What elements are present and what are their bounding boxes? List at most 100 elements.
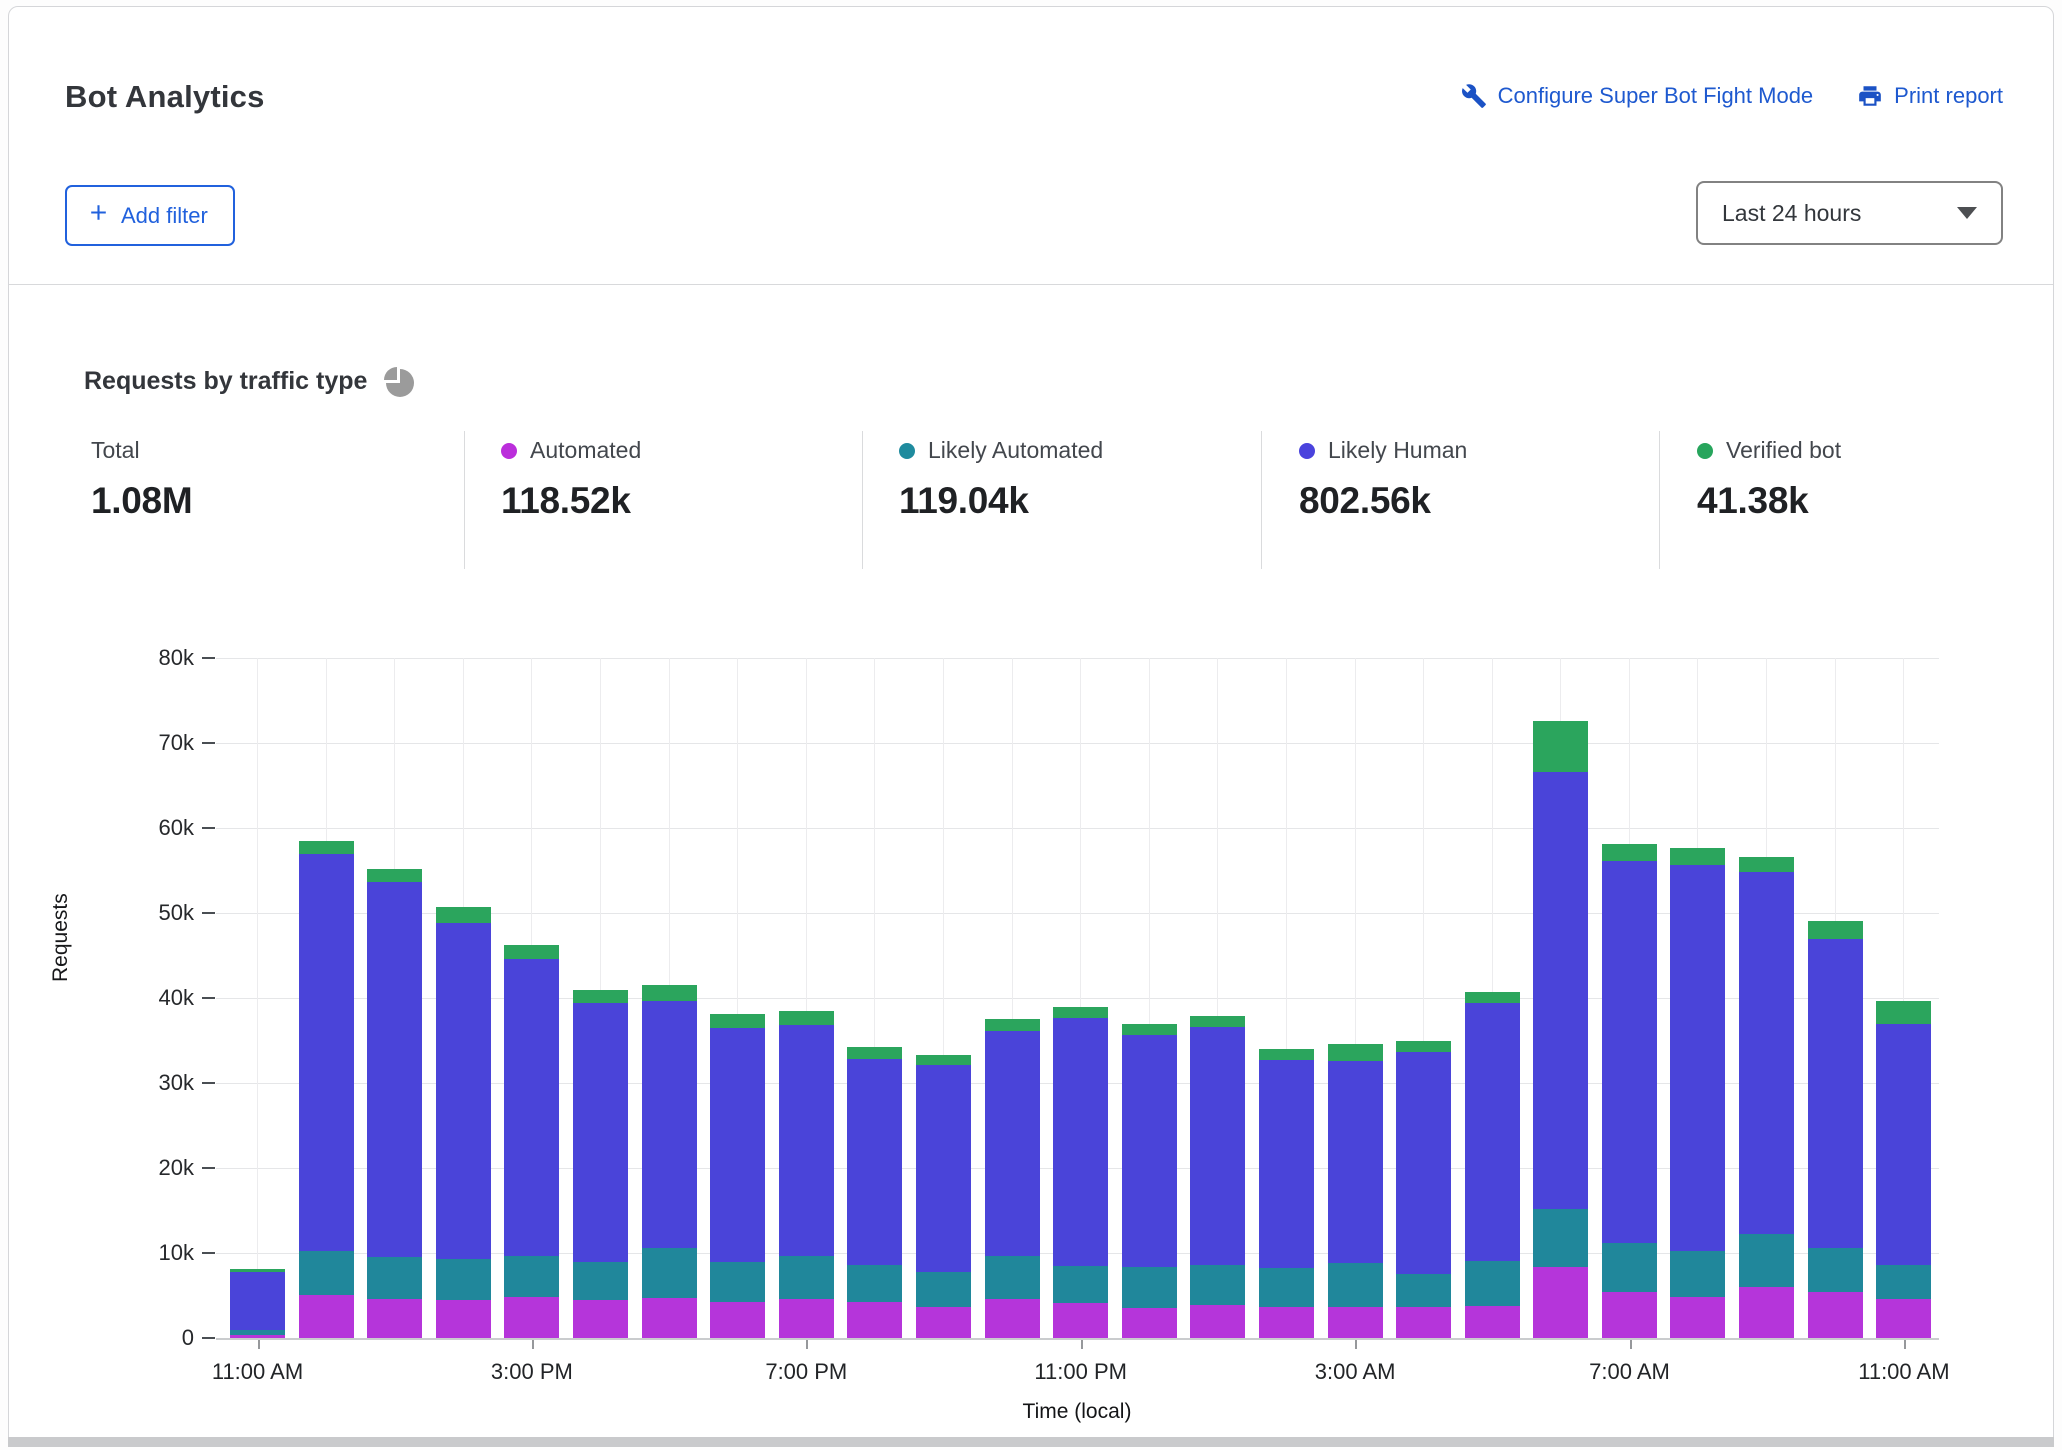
segment-likely-human[interactable]	[367, 882, 422, 1257]
segment-verified-bot[interactable]	[642, 985, 697, 1000]
segment-verified-bot[interactable]	[779, 1011, 834, 1025]
segment-verified-bot[interactable]	[1190, 1016, 1245, 1027]
segment-likely-human[interactable]	[1739, 872, 1794, 1234]
segment-verified-bot[interactable]	[985, 1019, 1040, 1031]
segment-verified-bot[interactable]	[847, 1047, 902, 1059]
segment-verified-bot[interactable]	[1328, 1044, 1383, 1061]
segment-likely-human[interactable]	[1190, 1027, 1245, 1265]
bar-slot-3-00-pm[interactable]	[504, 658, 559, 1338]
segment-likely-automated[interactable]	[1122, 1267, 1177, 1308]
segment-automated[interactable]	[847, 1302, 902, 1338]
bar-slot-10-00-pm[interactable]	[985, 658, 1040, 1338]
segment-likely-human[interactable]	[1053, 1018, 1108, 1265]
segment-verified-bot[interactable]	[299, 841, 354, 855]
segment-likely-automated[interactable]	[779, 1256, 834, 1299]
segment-likely-human[interactable]	[1396, 1052, 1451, 1274]
segment-likely-automated[interactable]	[1465, 1261, 1520, 1306]
segment-automated[interactable]	[710, 1302, 765, 1338]
segment-likely-human[interactable]	[1465, 1003, 1520, 1261]
segment-automated[interactable]	[1465, 1306, 1520, 1338]
segment-automated[interactable]	[642, 1298, 697, 1338]
segment-automated[interactable]	[1533, 1267, 1588, 1338]
segment-likely-human[interactable]	[916, 1065, 971, 1272]
segment-verified-bot[interactable]	[573, 990, 628, 1004]
bar-slot-9-00-pm[interactable]	[916, 658, 971, 1338]
segment-verified-bot[interactable]	[710, 1014, 765, 1028]
bar-slot-6-00-pm[interactable]	[710, 658, 765, 1338]
bar-slot-5-00-pm[interactable]	[642, 658, 697, 1338]
bar-slot-7-00-am[interactable]	[1602, 658, 1657, 1338]
segment-automated[interactable]	[1876, 1299, 1931, 1338]
stat-verified-bot[interactable]: Verified bot41.38k	[1697, 437, 1841, 522]
segment-likely-automated[interactable]	[916, 1272, 971, 1308]
segment-likely-automated[interactable]	[504, 1256, 559, 1297]
bar-slot-4-00-am[interactable]	[1396, 658, 1451, 1338]
segment-likely-human[interactable]	[847, 1059, 902, 1265]
segment-verified-bot[interactable]	[1808, 921, 1863, 939]
segment-automated[interactable]	[916, 1307, 971, 1338]
segment-likely-human[interactable]	[299, 854, 354, 1251]
segment-likely-human[interactable]	[1259, 1060, 1314, 1268]
segment-automated[interactable]	[436, 1300, 491, 1338]
segment-likely-human[interactable]	[1876, 1024, 1931, 1265]
segment-likely-human[interactable]	[1670, 865, 1725, 1251]
segment-likely-automated[interactable]	[367, 1257, 422, 1299]
add-filter-button[interactable]: Add filter	[65, 185, 235, 246]
bar-slot-1-00-am[interactable]	[1190, 658, 1245, 1338]
bar-slot-10-00-am[interactable]	[1808, 658, 1863, 1338]
segment-likely-automated[interactable]	[710, 1262, 765, 1302]
segment-likely-human[interactable]	[1808, 939, 1863, 1248]
bar-slot-2-00-pm[interactable]	[436, 658, 491, 1338]
configure-super-bot-fight-mode-link[interactable]: Configure Super Bot Fight Mode	[1461, 83, 1814, 109]
segment-likely-automated[interactable]	[847, 1265, 902, 1302]
segment-likely-automated[interactable]	[1533, 1209, 1588, 1268]
segment-verified-bot[interactable]	[1396, 1041, 1451, 1053]
bar-slot-6-00-am[interactable]	[1533, 658, 1588, 1338]
bar-slot-12-00-pm[interactable]	[299, 658, 354, 1338]
segment-likely-automated[interactable]	[1259, 1268, 1314, 1306]
segment-likely-automated[interactable]	[1328, 1263, 1383, 1306]
segment-likely-human[interactable]	[504, 959, 559, 1257]
segment-likely-automated[interactable]	[1808, 1248, 1863, 1292]
segment-verified-bot[interactable]	[1053, 1007, 1108, 1018]
bar-slot-8-00-pm[interactable]	[847, 658, 902, 1338]
bar-slot-9-00-am[interactable]	[1739, 658, 1794, 1338]
segment-verified-bot[interactable]	[1465, 992, 1520, 1003]
bar-slot-8-00-am[interactable]	[1670, 658, 1725, 1338]
stat-automated[interactable]: Automated118.52k	[501, 437, 641, 522]
segment-likely-human[interactable]	[710, 1028, 765, 1263]
bar-slot-4-00-pm[interactable]	[573, 658, 628, 1338]
bar-slot-1-00-pm[interactable]	[367, 658, 422, 1338]
segment-verified-bot[interactable]	[1739, 857, 1794, 872]
segment-automated[interactable]	[1122, 1308, 1177, 1338]
segment-likely-automated[interactable]	[1396, 1274, 1451, 1306]
segment-automated[interactable]	[779, 1299, 834, 1338]
segment-verified-bot[interactable]	[1876, 1001, 1931, 1024]
segment-automated[interactable]	[299, 1295, 354, 1338]
segment-verified-bot[interactable]	[1602, 844, 1657, 861]
segment-likely-automated[interactable]	[1876, 1265, 1931, 1299]
segment-automated[interactable]	[1396, 1307, 1451, 1338]
segment-verified-bot[interactable]	[916, 1055, 971, 1065]
time-range-dropdown[interactable]: Last 24 hours	[1696, 181, 2003, 245]
segment-likely-automated[interactable]	[1739, 1234, 1794, 1287]
bar-slot-12-00-am[interactable]	[1122, 658, 1177, 1338]
segment-automated[interactable]	[1190, 1305, 1245, 1338]
segment-likely-human[interactable]	[985, 1031, 1040, 1256]
segment-likely-automated[interactable]	[642, 1248, 697, 1298]
segment-verified-bot[interactable]	[1122, 1024, 1177, 1035]
segment-automated[interactable]	[1259, 1307, 1314, 1338]
bar-slot-5-00-am[interactable]	[1465, 658, 1520, 1338]
segment-automated[interactable]	[1602, 1292, 1657, 1338]
stat-likely-automated[interactable]: Likely Automated119.04k	[899, 437, 1103, 522]
segment-verified-bot[interactable]	[1670, 848, 1725, 865]
segment-likely-human[interactable]	[436, 923, 491, 1259]
segment-automated[interactable]	[1670, 1297, 1725, 1338]
bar-slot-7-00-pm[interactable]	[779, 658, 834, 1338]
segment-likely-automated[interactable]	[1190, 1265, 1245, 1305]
bar-slot-11-00-am[interactable]	[1876, 658, 1931, 1338]
segment-likely-human[interactable]	[642, 1001, 697, 1248]
segment-automated[interactable]	[1328, 1307, 1383, 1338]
segment-likely-human[interactable]	[1122, 1035, 1177, 1267]
bar-slot-3-00-am[interactable]	[1328, 658, 1383, 1338]
